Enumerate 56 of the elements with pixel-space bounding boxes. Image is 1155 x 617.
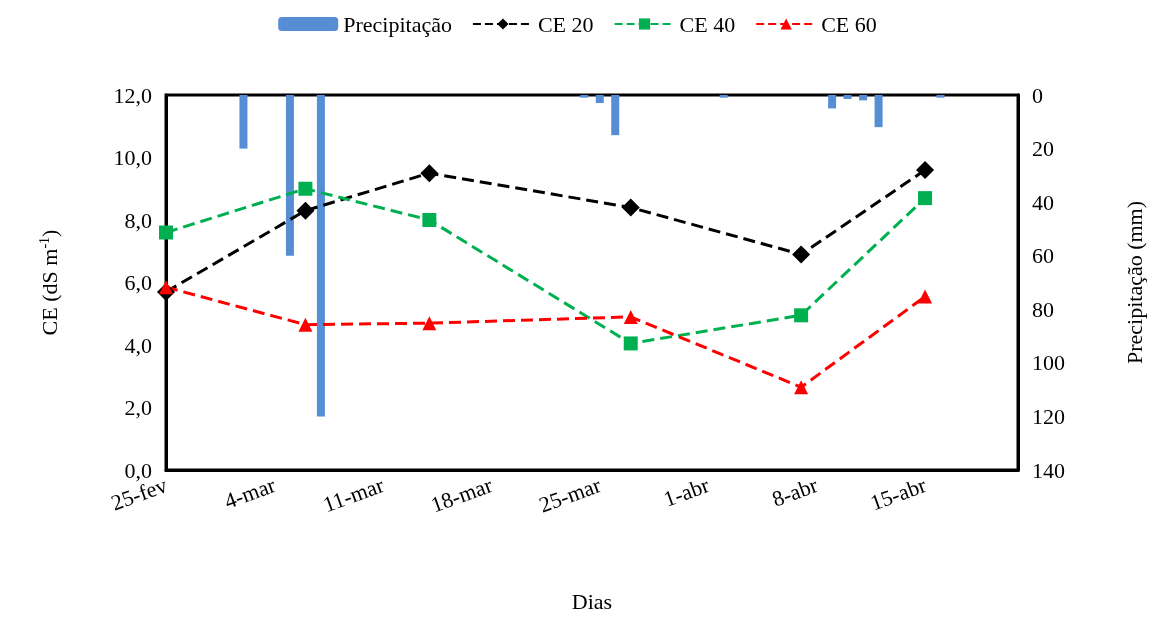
bar <box>828 95 837 109</box>
point <box>420 164 439 183</box>
y2-tick-label: 0 <box>1032 82 1043 108</box>
y2-tick-label: 80 <box>1032 296 1054 322</box>
point <box>298 317 313 332</box>
y-tick-label: 10,0 <box>113 145 152 170</box>
legend-label: CE 40 <box>679 11 736 37</box>
bar <box>285 95 294 256</box>
bar <box>936 95 945 98</box>
y2-tick-label: 120 <box>1032 403 1065 429</box>
bar <box>316 95 325 417</box>
point <box>621 198 640 217</box>
bar <box>580 95 589 98</box>
y2-tick-label: 140 <box>1032 457 1065 483</box>
legend-label: CE 60 <box>821 11 877 37</box>
bar <box>239 95 248 149</box>
bar <box>874 95 883 128</box>
x-tick-label: 4-mar <box>220 472 280 514</box>
y-tick-label: 8,0 <box>124 207 152 233</box>
y2-axis-title: Precipitação (mm) <box>1121 200 1147 365</box>
point <box>422 316 437 331</box>
bar <box>595 95 604 104</box>
x-tick-label: 15-abr <box>866 472 930 516</box>
legend-label: CE 20 <box>537 11 594 37</box>
point <box>623 336 638 351</box>
point <box>623 309 638 324</box>
y-axis-title: CE (dS m-1) <box>36 229 62 336</box>
point <box>918 289 933 304</box>
x-axis-title: Dias <box>571 588 613 614</box>
point <box>918 191 933 206</box>
legend-label: Precipitação <box>343 11 452 37</box>
y2-tick-label: 40 <box>1032 189 1054 215</box>
y-tick-label: 2,0 <box>124 395 152 420</box>
point <box>794 380 809 395</box>
y-tick-label: 0,0 <box>124 457 152 483</box>
x-tick-label: 11-mar <box>319 472 388 518</box>
y2-tick-label: 60 <box>1032 243 1054 269</box>
bar <box>719 95 728 98</box>
y-tick-label: 12,0 <box>113 82 152 108</box>
x-tick-label: 18-mar <box>427 472 497 518</box>
point <box>794 308 809 323</box>
point <box>792 245 811 264</box>
x-tick-label: 25-mar <box>535 472 605 518</box>
point <box>296 201 315 220</box>
bar <box>611 95 620 136</box>
y2-tick-label: 100 <box>1032 350 1065 376</box>
point <box>422 213 437 227</box>
x-tick-label: 1-abr <box>660 472 714 512</box>
x-tick-label: 8-abr <box>768 472 822 512</box>
bar <box>859 95 868 101</box>
y-tick-label: 6,0 <box>124 270 152 295</box>
bar <box>843 95 852 100</box>
point <box>298 181 313 196</box>
point <box>916 161 935 179</box>
y-tick-label: 4,0 <box>124 332 152 358</box>
y2-tick-label: 20 <box>1032 136 1054 162</box>
